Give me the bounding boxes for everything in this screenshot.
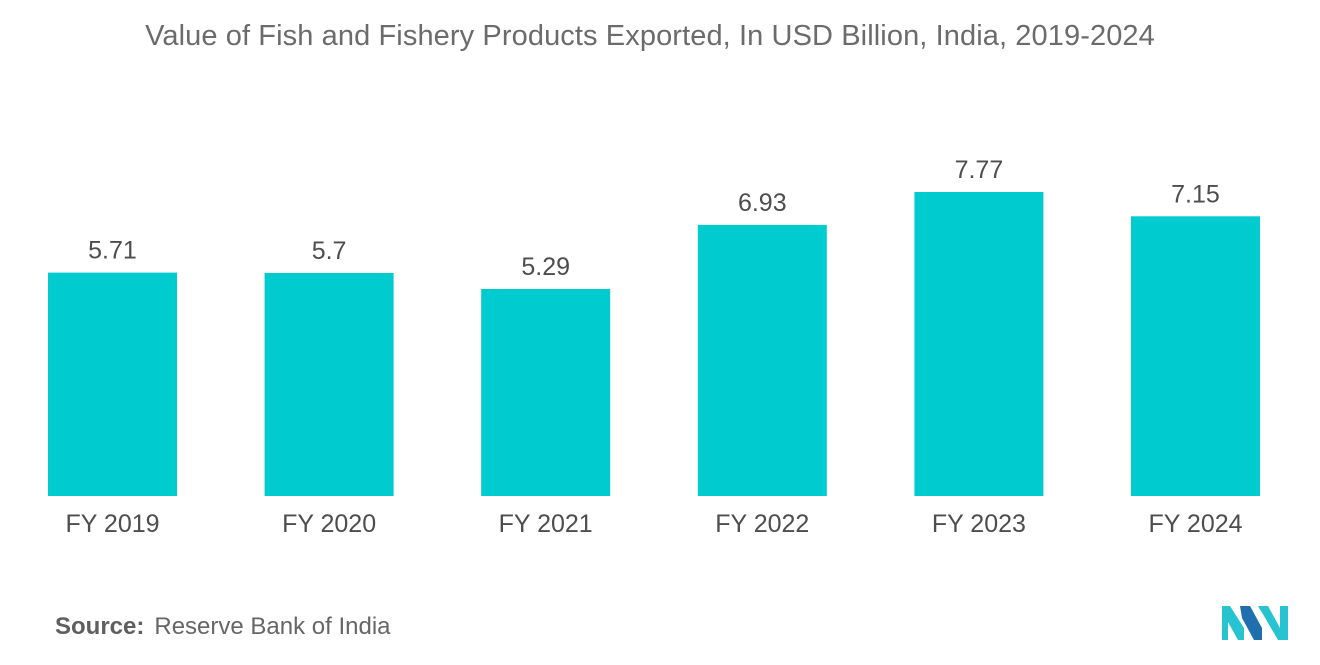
bar-fy-2024 <box>1131 216 1260 497</box>
x-tick-label: FY 2020 <box>282 510 376 538</box>
data-label: 5.7 <box>312 237 347 265</box>
data-label: 7.77 <box>955 156 1004 184</box>
data-label: 5.29 <box>521 253 570 281</box>
bar-fy-2023 <box>914 192 1044 496</box>
data-label: 5.71 <box>88 237 137 265</box>
logo-shape-left <box>1222 606 1244 640</box>
x-axis-ticks: FY 2019 FY 2020 FY 2021 FY 2022 FY 2023 FY 20… <box>65 510 1242 538</box>
mordor-intelligence-logo-icon <box>1222 606 1288 640</box>
bar-fy-2019 <box>48 272 177 496</box>
source-note: Source: Reserve Bank of India <box>55 613 391 641</box>
bar-fy-2022 <box>697 224 827 496</box>
x-tick-label: FY 2022 <box>715 510 809 538</box>
bar-fy-2020 <box>264 273 394 496</box>
logo-shape-middle <box>1240 606 1262 640</box>
chart-title: Value of Fish and Fishery Products Expor… <box>145 20 1155 52</box>
x-tick-label: FY 2023 <box>932 510 1026 538</box>
logo-shape-right <box>1258 606 1288 640</box>
source-text: Reserve Bank of India <box>154 613 391 640</box>
x-tick-label: FY 2024 <box>1148 510 1242 538</box>
bar-fy-2021 <box>481 289 611 496</box>
data-label: 7.15 <box>1171 180 1220 208</box>
x-tick-label: FY 2021 <box>499 510 593 538</box>
bars-group <box>48 192 1260 497</box>
data-label: 6.93 <box>738 189 787 217</box>
value-labels-group: 5.71 5.7 5.29 6.93 7.77 7.15 <box>88 156 1220 281</box>
source-label: Source: <box>55 613 145 640</box>
x-tick-label: FY 2019 <box>65 510 159 538</box>
